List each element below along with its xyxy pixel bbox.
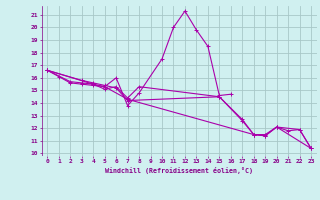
X-axis label: Windchill (Refroidissement éolien,°C): Windchill (Refroidissement éolien,°C) <box>105 167 253 174</box>
